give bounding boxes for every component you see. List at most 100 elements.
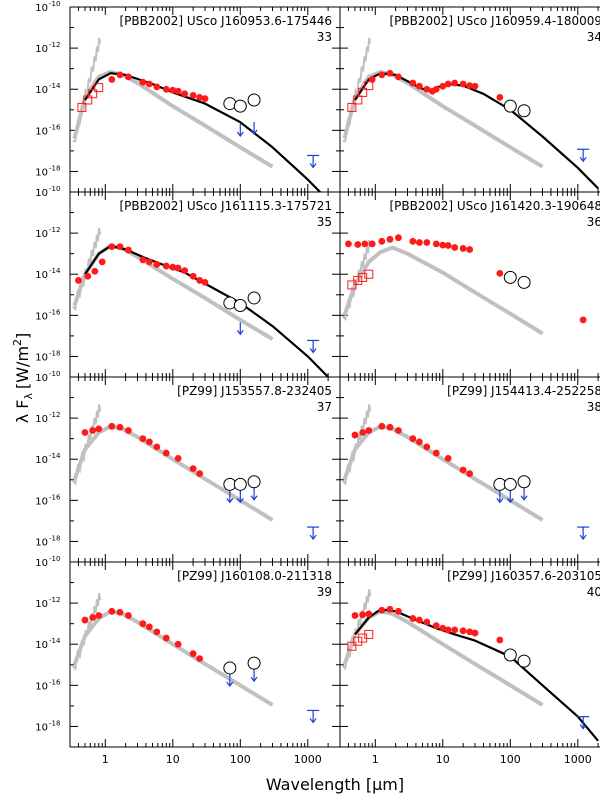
panel-frame <box>69 561 341 748</box>
photometry-point <box>181 90 189 98</box>
y-axis-label-main: λ F <box>13 400 32 424</box>
panel-title: [PZ99] J153557.8-232405 <box>177 384 332 398</box>
photometry-point <box>386 235 394 243</box>
photometry-point <box>116 243 124 251</box>
photometry-open-circle <box>233 477 247 491</box>
model-line <box>354 608 599 742</box>
photometry-point <box>432 449 440 457</box>
photometry-open-circle <box>503 648 517 662</box>
photometry-point <box>365 610 373 618</box>
photometry-open-circle <box>247 93 261 107</box>
panel-plot-area <box>72 227 329 377</box>
y-tick-label: 10 <box>35 167 48 178</box>
photometry-point <box>459 466 467 474</box>
photometry-point <box>162 634 170 642</box>
photometry-point <box>361 240 369 248</box>
photometry-point <box>351 612 359 619</box>
photometry-point <box>395 73 402 81</box>
photometry-point <box>189 465 197 472</box>
photometry-point <box>423 85 431 93</box>
photometry-open-circle <box>517 275 531 289</box>
photometry-point <box>125 73 132 81</box>
photometry-point <box>466 470 474 477</box>
photometry-point <box>444 80 452 88</box>
photometry-point <box>89 427 97 434</box>
y-tick-label-exp: -12 <box>49 226 60 234</box>
photometry-point <box>153 628 161 636</box>
photometry-open-square <box>347 280 357 290</box>
panel-number: 33 <box>317 30 332 44</box>
photometry-point <box>174 640 182 648</box>
photometry-point <box>84 272 92 280</box>
photometry-open-circle <box>247 291 261 305</box>
photometry-open-circle <box>503 477 517 491</box>
photometry-point <box>365 427 373 434</box>
photosphere-spectrum <box>72 37 102 143</box>
photometry-point <box>196 470 204 477</box>
upper-limit-arrow <box>309 534 317 541</box>
sed-panel-38: [PZ99] J154413.4-252258 38 <box>339 376 600 563</box>
photometry-open-square <box>347 641 357 651</box>
photometry-point <box>496 269 504 277</box>
photometry-point <box>466 82 474 90</box>
photometry-point <box>196 655 204 662</box>
photometry-point <box>439 241 447 249</box>
panel-frame <box>339 6 600 193</box>
y-tick-label-exp: -18 <box>49 164 60 172</box>
photosphere-spectrum <box>72 593 102 671</box>
photometry-point <box>496 636 504 644</box>
y-tick-label-exp: -12 <box>49 596 60 604</box>
model-line <box>84 244 329 377</box>
photometry-point <box>378 237 386 245</box>
x-tick-label: 10 <box>166 753 180 766</box>
y-tick-label: 10 <box>35 496 48 507</box>
x-tick-label: 10 <box>436 753 450 766</box>
photometry-point <box>145 258 153 266</box>
panel-plot-area <box>72 37 322 192</box>
panel-frame <box>69 376 341 563</box>
photometry-point <box>153 83 161 91</box>
photometry-point <box>459 627 467 635</box>
photometry-point <box>378 71 386 79</box>
photometry-point <box>125 427 132 434</box>
photometry-point <box>415 616 423 624</box>
photometry-point <box>174 264 182 272</box>
y-tick-label: 10 <box>35 229 48 240</box>
x-tick-label: 100 <box>230 753 251 766</box>
y-tick-label: 10 <box>35 681 48 692</box>
photometry-point <box>386 423 394 431</box>
y-tick-label: 10 <box>35 188 48 199</box>
y-tick-label: 10 <box>35 722 48 733</box>
photometry-point <box>439 82 447 90</box>
photometry-point <box>368 76 376 83</box>
photometry-open-circle <box>223 661 237 675</box>
photometry-point <box>415 438 423 446</box>
photometry-point <box>162 262 170 270</box>
photometry-open-circle <box>517 475 531 489</box>
y-tick-label-exp: -10 <box>49 370 60 378</box>
photometry-point <box>432 85 440 93</box>
photometry-point <box>108 422 116 430</box>
upper-limit-arrow <box>236 497 244 504</box>
upper-limit-arrow <box>579 534 587 541</box>
svg-text:λ Fλ[W/m2]: λ Fλ [W/m2] <box>11 333 35 424</box>
photometry-open-square <box>358 87 368 97</box>
photometry-open-square <box>358 272 368 282</box>
photometry-point <box>415 239 423 246</box>
photometry-point <box>145 80 153 88</box>
x-tick-label: 1000 <box>564 753 592 766</box>
photometry-point <box>108 76 116 83</box>
photometry-point <box>169 263 177 271</box>
photometry-point <box>181 267 189 275</box>
photometry-point <box>378 606 386 614</box>
photometry-point <box>98 258 106 266</box>
y-tick-label-exp: -14 <box>49 452 61 460</box>
y-tick-label: 10 <box>35 270 48 281</box>
x-axis-label: Wavelength [μm] <box>266 775 404 794</box>
y-tick-label: 10 <box>35 455 48 466</box>
photometry-point <box>95 425 103 433</box>
y-tick-label: 10 <box>35 640 48 651</box>
